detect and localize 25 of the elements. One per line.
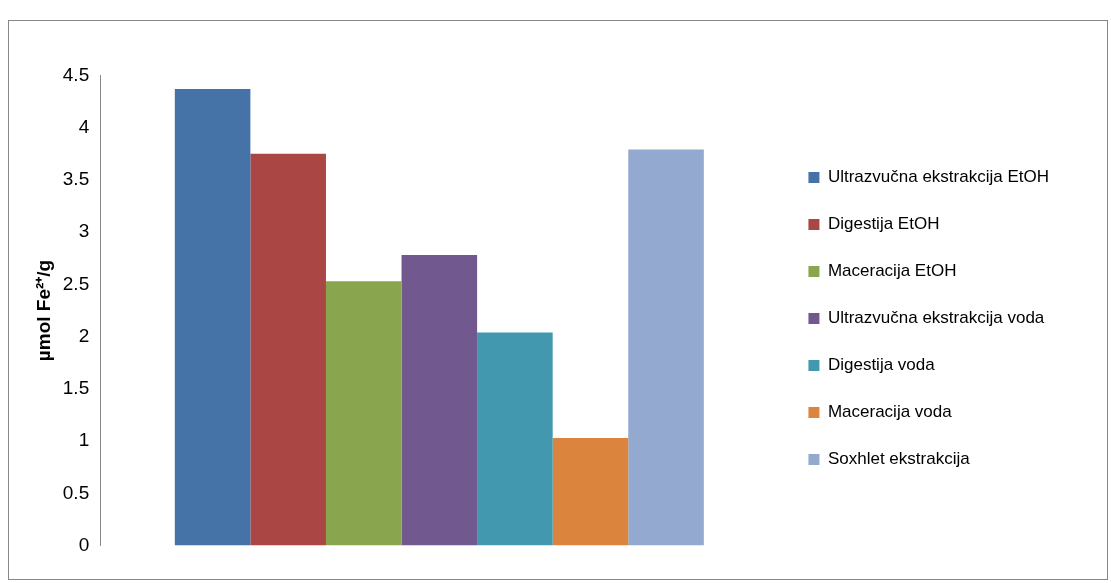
bar (477, 332, 553, 546)
bar (552, 437, 629, 546)
legend-label: Digestija EtOH (827, 214, 940, 234)
y-tick-label: 1.5 (62, 377, 90, 399)
bar (401, 255, 478, 546)
y-tick-label: 3 (78, 220, 90, 242)
bar (628, 149, 704, 546)
y-tick-label: 1 (78, 429, 90, 451)
y-tick-label: 0 (78, 533, 90, 555)
y-tick-label: 4 (78, 115, 90, 137)
y-tick-label: 3.5 (62, 168, 90, 190)
y-tick-label: 4.5 (62, 63, 90, 85)
y-tick-label: 2 (78, 324, 90, 346)
legend-label: Soxhlet ekstrakcija (827, 449, 971, 469)
y-axis-title: µmol Fe²⁺/g (32, 259, 54, 362)
bar (174, 88, 251, 546)
legend-label: Ultrazvučna ekstrakcija voda (827, 308, 1045, 328)
legend-label: Ultrazvučna ekstrakcija EtOH (827, 167, 1050, 187)
bar (250, 153, 326, 546)
legend-label: Maceracija voda (827, 402, 953, 422)
legend-label: Digestija voda (827, 355, 936, 375)
bar (325, 281, 402, 546)
legend-label: Maceracija EtOH (827, 261, 957, 281)
y-tick-label: 0.5 (62, 481, 90, 503)
y-tick-label: 2.5 (62, 272, 90, 294)
